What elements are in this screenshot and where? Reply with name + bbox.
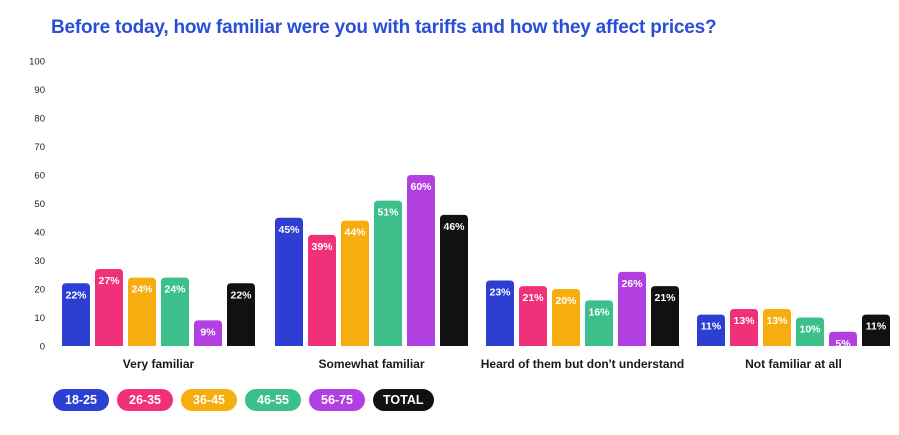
bar-value-label: 22%: [230, 289, 252, 301]
bar: [227, 283, 255, 346]
bar: [552, 289, 580, 346]
bar: [374, 200, 402, 346]
legend-item[interactable]: 26-35: [117, 389, 173, 411]
legend-item[interactable]: 36-45: [181, 389, 237, 411]
bar-value-label: 21%: [654, 292, 676, 304]
y-tick-label: 100: [29, 57, 45, 68]
y-tick-label: 0: [40, 342, 45, 353]
bar-value-label: 11%: [701, 321, 722, 333]
bar-value-label: 60%: [410, 181, 432, 193]
legend-item[interactable]: 18-25: [53, 389, 109, 411]
chart-title: Before today, how familiar were you with…: [51, 17, 717, 38]
bar-value-label: 23%: [489, 286, 511, 298]
bar: [697, 314, 725, 346]
category-label: Not familiar at all: [745, 357, 842, 371]
bar: [730, 308, 758, 346]
legend-item[interactable]: TOTAL: [373, 389, 434, 411]
bar-chart: 100908070605040302010022%45%23%11%27%39%…: [29, 57, 890, 371]
y-tick-label: 60: [34, 171, 45, 182]
bar-value-label: 16%: [588, 306, 610, 318]
bar: [486, 280, 514, 346]
y-tick-label: 90: [34, 85, 45, 96]
bar-value-label: 20%: [555, 295, 577, 307]
bar-value-label: 11%: [866, 321, 887, 333]
bar-value-label: 46%: [443, 221, 465, 233]
bar: [62, 283, 90, 346]
bar: [829, 331, 857, 346]
bar-value-label: 51%: [377, 207, 399, 219]
bar-value-label: 24%: [164, 284, 186, 296]
bar-value-label: 21%: [522, 292, 544, 304]
y-tick-label: 50: [34, 199, 45, 210]
category-label: Somewhat familiar: [318, 357, 424, 371]
bar: [275, 217, 303, 346]
legend-item[interactable]: 46-55: [245, 389, 301, 411]
bar: [161, 277, 189, 346]
y-tick-label: 40: [34, 228, 45, 239]
bar: [95, 269, 123, 346]
bar: [440, 214, 468, 346]
bar: [763, 308, 791, 346]
y-tick-label: 30: [34, 256, 45, 267]
bar: [407, 175, 435, 346]
bar: [651, 286, 679, 346]
bar-value-label: 27%: [98, 275, 120, 287]
bar: [618, 271, 646, 346]
bar-value-label: 44%: [344, 227, 366, 239]
bar-value-label: 24%: [131, 284, 153, 296]
legend-item[interactable]: 56-75: [309, 389, 365, 411]
y-tick-label: 20: [34, 285, 45, 296]
bar-value-label: 13%: [766, 315, 788, 327]
bar-value-label: 5%: [835, 338, 851, 350]
legend: 18-25 26-35 36-45 46-55 56-75 TOTAL: [53, 389, 434, 411]
y-tick-label: 10: [34, 313, 45, 324]
bar: [194, 320, 222, 346]
bar: [341, 220, 369, 346]
bar: [585, 300, 613, 346]
bar-value-label: 22%: [65, 289, 87, 301]
bar: [519, 286, 547, 346]
bar-value-label: 39%: [311, 241, 333, 253]
category-label: Very familiar: [123, 357, 195, 371]
y-tick-label: 80: [34, 114, 45, 125]
bar-value-label: 45%: [278, 224, 300, 236]
bar-value-label: 13%: [733, 315, 755, 327]
category-label: Heard of them but don't understand: [481, 357, 685, 371]
y-tick-label: 70: [34, 142, 45, 153]
bar-value-label: 26%: [621, 278, 643, 290]
bar: [308, 234, 336, 346]
bar: [796, 317, 824, 346]
bar: [862, 314, 890, 346]
bar-value-label: 10%: [799, 324, 821, 336]
bar-value-label: 9%: [200, 326, 216, 338]
bar: [128, 277, 156, 346]
